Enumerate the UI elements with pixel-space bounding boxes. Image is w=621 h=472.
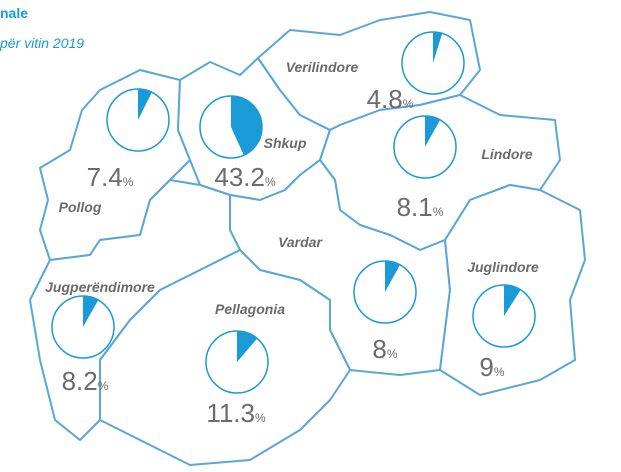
- value-label: 43.2%: [214, 162, 276, 192]
- region-name: Lindore: [481, 146, 533, 162]
- value-unit: %: [403, 97, 414, 111]
- pie-slice: [138, 89, 152, 120]
- value-label: 8%: [372, 334, 397, 364]
- region-name: Juglindore: [467, 259, 539, 275]
- value-number: 7.4: [87, 162, 123, 192]
- value-unit: %: [123, 175, 134, 189]
- value-label: 8.2%: [62, 366, 109, 396]
- pie-slice: [83, 296, 99, 327]
- value-label: 9%: [479, 352, 504, 382]
- value-number: 9: [479, 352, 493, 382]
- pie-slice: [237, 331, 258, 362]
- region-name: Verilindore: [286, 59, 359, 75]
- value-number: 8.1: [397, 192, 433, 222]
- value-unit: %: [255, 411, 266, 425]
- region-name: Pollog: [59, 199, 102, 215]
- region-name: Shkup: [264, 135, 307, 151]
- value-unit: %: [494, 365, 505, 379]
- region-name: Pellagonia: [215, 301, 285, 317]
- pie-slice: [433, 32, 443, 63]
- regions: Verilindore 4.8% Shkup 43.2% Pollog 7.4% Lindo…: [45, 31, 539, 428]
- value-number: 11.3: [206, 398, 255, 428]
- value-label: 4.8%: [367, 84, 414, 114]
- value-unit: %: [433, 205, 444, 219]
- value-number: 4.8: [367, 84, 403, 114]
- subtitle: për vitin 2019: [0, 35, 84, 51]
- value-number: 8: [372, 334, 386, 364]
- value-unit: %: [387, 347, 398, 361]
- value-label: 8.1%: [397, 192, 444, 222]
- pie-slice: [504, 285, 521, 316]
- value-unit: %: [98, 379, 109, 393]
- pie-slice: [425, 115, 441, 147]
- value-label: 11.3%: [206, 398, 266, 428]
- region-name: Jugperëndimore: [45, 279, 155, 295]
- value-number: 43.2: [214, 162, 265, 192]
- pie-slice: [231, 96, 262, 156]
- title: nale: [0, 5, 28, 21]
- pie-slice: [385, 261, 400, 292]
- value-number: 8.2: [62, 366, 98, 396]
- value-unit: %: [265, 175, 276, 189]
- value-label: 7.4%: [87, 162, 134, 192]
- region-name: Vardar: [278, 234, 323, 250]
